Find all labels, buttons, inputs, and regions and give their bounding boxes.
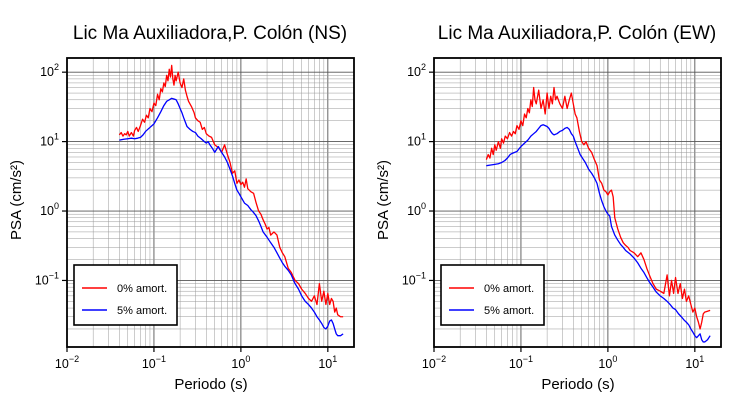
series-line-5-percent bbox=[486, 124, 711, 343]
tick-labels: 10−2 10−1 100 101 10−1 100 101 102 bbox=[402, 62, 704, 371]
plot-frame bbox=[66, 57, 355, 348]
y-tick-label: 101 bbox=[407, 132, 426, 149]
series-lines bbox=[118, 64, 344, 337]
x-axis-label: Periodo (s) bbox=[174, 376, 247, 393]
tick-labels: 10−2 10−1 100 101 10−1 100 101 102 bbox=[35, 62, 337, 371]
x-tick-label: 10−2 bbox=[422, 354, 446, 371]
y-axis-label: PSA (cm/s²) bbox=[8, 160, 25, 240]
y-tick-label: 101 bbox=[40, 132, 59, 149]
x-tick-label: 101 bbox=[685, 354, 704, 371]
x-axis-label: Periodo (s) bbox=[541, 376, 614, 393]
series-line-0-percent bbox=[118, 64, 344, 318]
chart-title: Lic Ma Auxiliadora,P. Colón (EW) bbox=[438, 23, 716, 44]
x-tick-label: 100 bbox=[598, 354, 617, 371]
grid-lines bbox=[66, 58, 355, 347]
legend-label-0-percent: 0% amort. bbox=[117, 283, 167, 295]
legend-label-0-percent: 0% amort. bbox=[484, 283, 534, 295]
legend: 0% amort. 5% amort. bbox=[440, 264, 545, 326]
legend-box bbox=[440, 264, 545, 326]
x-tick-label: 100 bbox=[231, 354, 250, 371]
y-axis-label: PSA (cm/s²) bbox=[375, 160, 392, 240]
chart-panel-ew: Lic Ma Auxiliadora,P. Colón (EW) 10−2 10−… bbox=[375, 23, 722, 393]
legend-label-5-percent: 5% amort. bbox=[117, 305, 167, 317]
x-tick-label: 10−1 bbox=[509, 354, 533, 371]
x-tick-label: 101 bbox=[318, 354, 337, 371]
series-lines bbox=[485, 86, 711, 343]
x-tick-label: 10−1 bbox=[142, 354, 166, 371]
y-tick-label: 100 bbox=[40, 201, 59, 218]
grid-lines bbox=[433, 58, 722, 347]
legend-label-5-percent: 5% amort. bbox=[484, 305, 534, 317]
y-tick-label: 10−1 bbox=[35, 270, 59, 287]
y-tick-label: 100 bbox=[407, 201, 426, 218]
legend: 0% amort. 5% amort. bbox=[73, 264, 178, 326]
y-tick-label: 102 bbox=[40, 62, 59, 79]
y-tick-label: 10−1 bbox=[402, 270, 426, 287]
chart-panel-ns: Lic Ma Auxiliadora,P. Colón (NS) 10−2 10−… bbox=[8, 23, 355, 393]
x-tick-label: 10−2 bbox=[55, 354, 79, 371]
y-tick-label: 102 bbox=[407, 62, 426, 79]
series-line-5-percent bbox=[119, 97, 344, 337]
legend-box bbox=[73, 264, 178, 326]
chart-title: Lic Ma Auxiliadora,P. Colón (NS) bbox=[73, 23, 347, 44]
plot-frame bbox=[433, 57, 722, 348]
series-line-0-percent bbox=[485, 86, 711, 330]
